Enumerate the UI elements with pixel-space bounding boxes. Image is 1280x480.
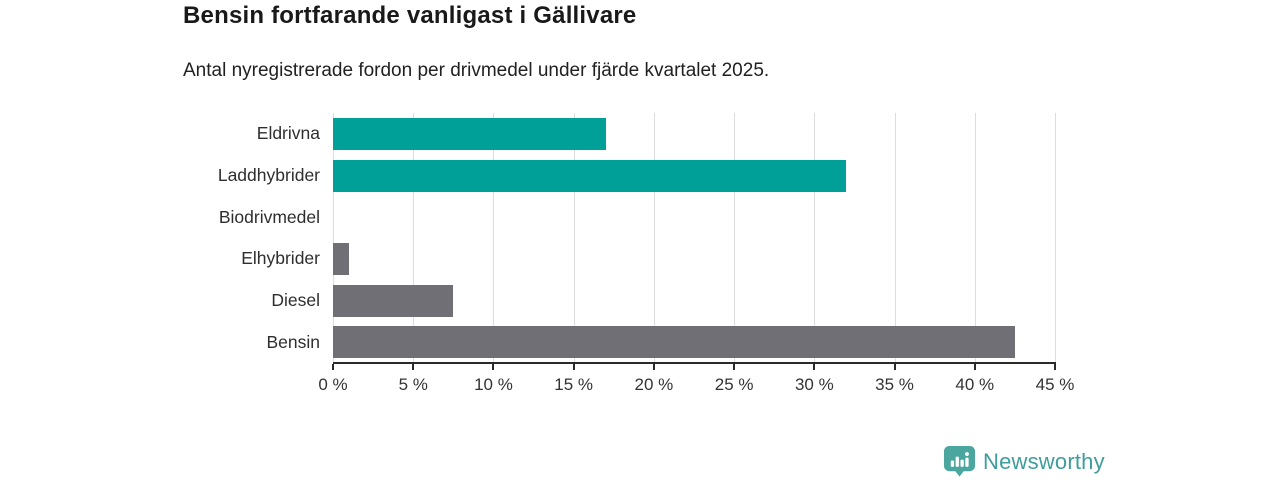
x-tick-20 [652,364,655,370]
x-tick-5 [412,364,415,370]
x-tick-label-5: 5 % [398,375,428,394]
y-axis-label-bensin: Bensin [266,331,320,352]
x-tick-0 [332,364,334,370]
bar-eldrivna [333,117,606,150]
y-axis-label-eldrivna: Eldrivna [256,123,320,144]
x-tick-30 [813,364,816,370]
x-tick-label-45: 45 % [1035,375,1075,394]
gridline-25 [734,113,736,363]
gridline-35 [894,113,896,363]
page-title: Bensin fortfarande vanligast i Gällivare [183,2,637,29]
y-axis-label-biodrivmedel: Biodrivmedel [218,206,320,227]
y-axis-label-elhybrider: Elhybrider [241,248,320,269]
x-axis-line [333,362,1056,364]
x-tick-40 [973,364,976,370]
x-tick-label-10: 10 % [474,375,513,394]
x-tick-10 [492,364,495,370]
x-tick-35 [893,364,896,370]
gridline-15 [573,113,575,363]
gridline-40 [974,113,976,363]
plot-area [333,113,1056,363]
gridline-30 [814,113,816,363]
x-tick-label-30: 30 % [794,375,834,394]
newsworthy-chart-badge-icon [943,445,976,477]
x-tick-15 [572,364,575,370]
gridline-20 [653,113,655,363]
x-tick-25 [733,364,736,370]
y-axis-label-laddhybrider: Laddhybrider [217,164,320,185]
x-tick-45 [1054,364,1056,370]
x-tick-label-15: 15 % [554,375,594,394]
gridline-5 [413,113,415,363]
gridline-45 [1055,113,1056,363]
y-axis-label-diesel: Diesel [271,289,320,310]
bar-laddhybrider [333,159,847,192]
y-axis-labels: Eldrivna Laddhybrider Biodrivmedel Elhybrid… [0,113,320,363]
x-tick-label-40: 40 % [955,375,995,394]
x-tick-label-25: 25 % [714,375,754,394]
bar-diesel [333,284,454,317]
bar-bensin [333,326,1015,359]
x-tick-label-0: 0 % [318,375,348,394]
gridline-0 [333,113,334,363]
x-tick-label-35: 35 % [875,375,914,394]
newsworthy-logo-text: Newsworthy [983,449,1105,474]
newsworthy-logo[interactable]: Newsworthy [943,444,1105,480]
x-axis-ticks: 0 % 5 % 10 % 15 % 20 % 25 % 30 % 35 % 40 % 45 % [318,364,1074,394]
chart-subtitle: Antal nyregistrerade fordon per drivmede… [183,60,770,81]
gridline-10 [493,113,495,363]
x-tick-label-20: 20 % [634,375,674,394]
bar-elhybrider [333,242,350,275]
